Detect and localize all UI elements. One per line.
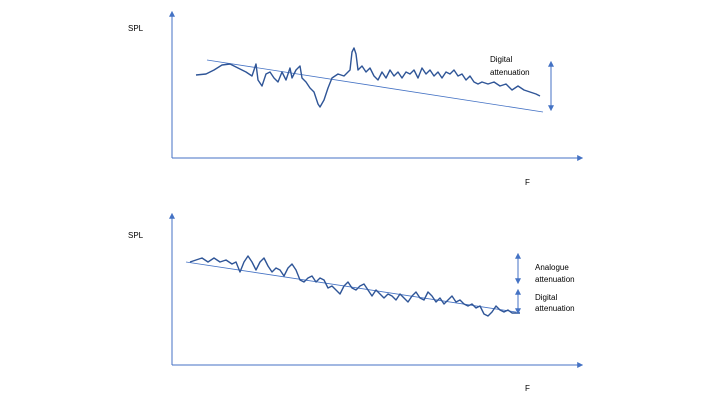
annotation: Analogue	[535, 263, 569, 272]
y-axis-label: SPL	[128, 24, 144, 33]
annotation: attenuation	[535, 275, 575, 284]
bottom-panel: SPL F Analogue attenuation Digital atten…	[128, 212, 584, 393]
x-axis-label: F	[525, 384, 530, 393]
annotation: attenuation	[490, 68, 530, 77]
response-curve	[195, 47, 541, 108]
trend-line	[206, 59, 544, 113]
annotation: attenuation	[535, 304, 575, 313]
annotation: Digital	[490, 55, 512, 64]
top-panel: SPL F Digital attenuation	[128, 10, 584, 187]
annotation: Digital	[535, 293, 557, 302]
x-axis-label: F	[525, 178, 530, 187]
response-curve	[189, 255, 520, 317]
y-axis-label: SPL	[128, 231, 144, 240]
